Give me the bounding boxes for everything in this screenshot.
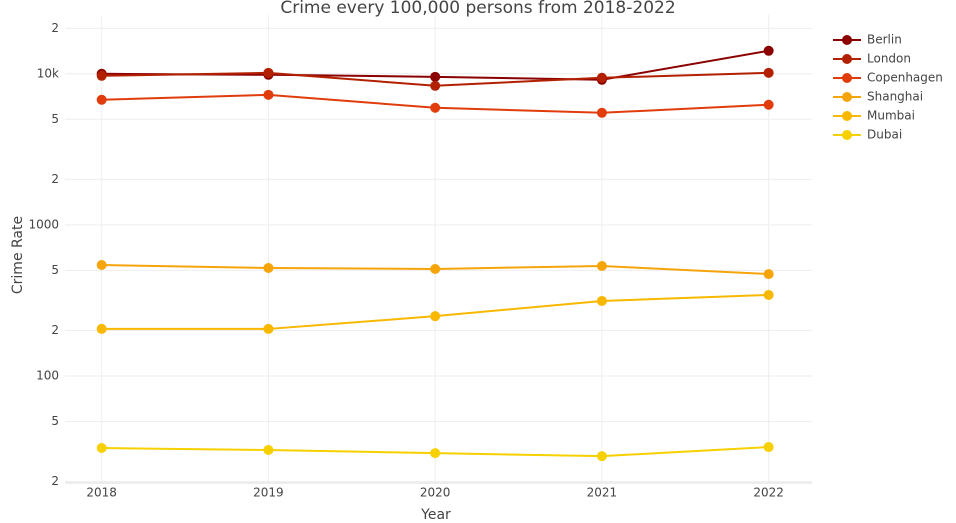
data-point: [96, 70, 107, 81]
data-point: [263, 323, 274, 334]
legend-label: Copenhagen: [867, 71, 943, 85]
data-point: [96, 260, 107, 271]
legend-label: Berlin: [867, 33, 902, 47]
x-tick-label: 2019: [253, 486, 284, 500]
data-point: [430, 448, 441, 459]
data-point: [763, 45, 774, 56]
y-tick-label: 2: [51, 21, 59, 35]
y-axis-title: Crime Rate: [10, 216, 26, 294]
data-point: [596, 451, 607, 462]
chart-title: Crime every 100,000 persons from 2018-20…: [280, 0, 675, 18]
legend-label: Dubai: [867, 128, 902, 142]
data-point: [96, 443, 107, 454]
data-point: [96, 323, 107, 334]
y-tick-label: 5: [51, 414, 59, 428]
legend-marker: [842, 130, 852, 140]
data-point: [596, 107, 607, 118]
y-tick-label: 2: [51, 474, 59, 488]
y-tick-label: 2: [51, 323, 59, 337]
legend-marker: [842, 73, 852, 83]
data-point: [96, 94, 107, 105]
data-point: [596, 72, 607, 83]
legend-label: London: [867, 52, 911, 66]
data-point: [263, 89, 274, 100]
legend-marker: [842, 92, 852, 102]
data-point: [430, 102, 441, 113]
data-point: [763, 442, 774, 453]
y-tick-label: 10k: [37, 66, 59, 80]
data-point: [763, 67, 774, 78]
data-point: [430, 80, 441, 91]
data-point: [596, 260, 607, 271]
y-tick-label: 5: [51, 263, 59, 277]
data-point: [430, 71, 441, 82]
legend-marker: [842, 35, 852, 45]
data-point: [596, 295, 607, 306]
x-tick-label: 2021: [587, 486, 618, 500]
y-tick-label: 2: [51, 172, 59, 186]
x-tick-label: 2022: [753, 486, 784, 500]
y-tick-label: 1000: [28, 217, 59, 231]
data-point: [263, 262, 274, 273]
data-point: [763, 289, 774, 300]
legend-marker: [842, 54, 852, 64]
x-tick-label: 2020: [420, 486, 451, 500]
x-axis-title: Year: [420, 507, 451, 523]
data-point: [430, 263, 441, 274]
data-point: [430, 311, 441, 322]
data-point: [763, 269, 774, 280]
x-tick-label: 2018: [86, 486, 117, 500]
legend-label: Shanghai: [867, 90, 923, 104]
data-point: [263, 445, 274, 456]
data-point: [263, 67, 274, 78]
y-tick-label: 5: [51, 112, 59, 126]
legend-marker: [842, 111, 852, 121]
data-point: [763, 99, 774, 110]
legend-label: Mumbai: [867, 109, 915, 123]
y-tick-label: 100: [36, 369, 59, 383]
